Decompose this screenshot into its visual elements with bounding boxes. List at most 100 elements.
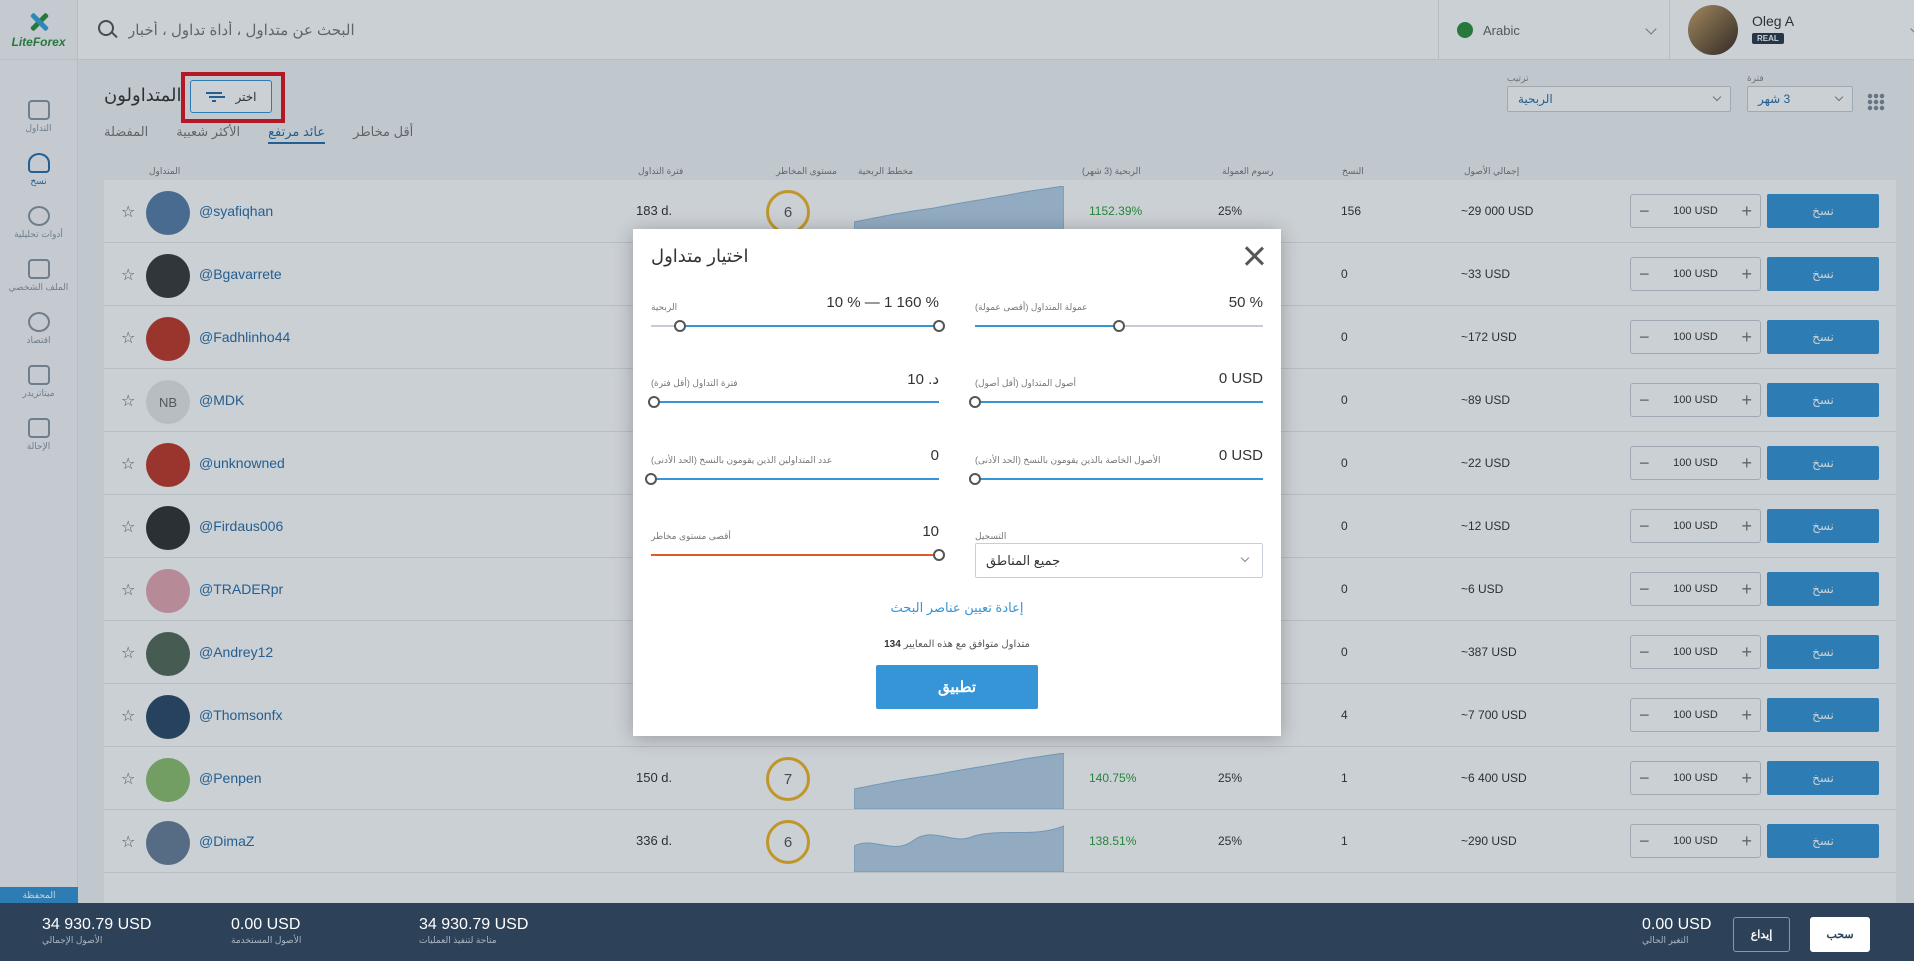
trader-nickname[interactable]: @syafiqhan: [199, 203, 274, 219]
sidebar-item-economy[interactable]: اقتصاد: [0, 302, 77, 355]
region-select[interactable]: جميع المناطق: [975, 543, 1263, 578]
sidebar-item-referral[interactable]: الإحالة: [0, 408, 77, 461]
favorite-star-icon[interactable]: ☆: [121, 771, 136, 788]
amount-stepper[interactable]: −100 USD +: [1630, 446, 1761, 480]
copy-button[interactable]: نسخ: [1767, 635, 1879, 669]
trader-nickname[interactable]: @TRADERpr: [199, 581, 284, 597]
avatar[interactable]: [146, 569, 190, 613]
min-copier-assets-slider[interactable]: [969, 473, 1263, 485]
plus-icon[interactable]: +: [1741, 578, 1752, 599]
reset-filters-link[interactable]: إعادة تعيين عناصر البحث: [890, 600, 1024, 615]
slider-handle[interactable]: [1113, 320, 1125, 332]
max-risk-slider[interactable]: [651, 549, 945, 561]
trader-nickname[interactable]: @Andrey12: [199, 644, 274, 660]
table-row[interactable]: ☆ @DimaZ 336 d. 6 138.51% 25% 1 ~290 USD −100 US…: [104, 810, 1896, 873]
trader-nickname[interactable]: @DimaZ: [199, 833, 255, 849]
tab-high-return[interactable]: عائد مرتفع: [268, 124, 326, 144]
minus-icon[interactable]: −: [1639, 704, 1650, 725]
minus-icon[interactable]: −: [1639, 767, 1650, 788]
col-profit[interactable]: الربحية (3 شهر): [1082, 166, 1141, 176]
trader-nickname[interactable]: @MDK: [199, 392, 245, 408]
favorite-star-icon[interactable]: ☆: [121, 204, 136, 221]
avatar[interactable]: NB: [146, 380, 190, 424]
favorite-star-icon[interactable]: ☆: [121, 519, 136, 536]
plus-icon[interactable]: +: [1741, 641, 1752, 662]
minus-icon[interactable]: −: [1639, 641, 1650, 662]
minus-icon[interactable]: −: [1639, 389, 1650, 410]
favorite-star-icon[interactable]: ☆: [121, 330, 136, 347]
user-menu[interactable]: Oleg A REAL: [1670, 0, 1914, 60]
trader-nickname[interactable]: @unknowned: [199, 455, 285, 471]
minus-icon[interactable]: −: [1639, 452, 1650, 473]
logo[interactable]: LiteForex: [0, 0, 77, 60]
min-copiers-slider[interactable]: [645, 473, 939, 485]
trader-nickname[interactable]: @Firdaus006: [199, 518, 284, 534]
profitability-slider[interactable]: [651, 320, 945, 332]
plus-icon[interactable]: +: [1741, 515, 1752, 536]
sidebar-item-profile[interactable]: الملف الشخصي: [0, 249, 77, 302]
plus-icon[interactable]: +: [1741, 767, 1752, 788]
trader-nickname[interactable]: @Penpen: [199, 770, 262, 786]
filter-button[interactable]: اختر: [190, 80, 272, 113]
avatar[interactable]: [146, 506, 190, 550]
amount-stepper[interactable]: −100 USD +: [1630, 572, 1761, 606]
slider-handle[interactable]: [933, 549, 945, 561]
avatar[interactable]: [146, 695, 190, 739]
apply-button[interactable]: تطبيق: [876, 665, 1038, 709]
avatar[interactable]: [146, 443, 190, 487]
table-row[interactable]: ☆ @Penpen 150 d. 7 140.75% 25% 1 ~6 400 USD −100…: [104, 747, 1896, 810]
amount-stepper[interactable]: −100 USD +: [1630, 824, 1761, 858]
favorite-star-icon[interactable]: ☆: [121, 708, 136, 725]
minus-icon[interactable]: −: [1639, 326, 1650, 347]
copy-button[interactable]: نسخ: [1767, 257, 1879, 291]
amount-stepper[interactable]: −100 USD +: [1630, 194, 1761, 228]
favorite-star-icon[interactable]: ☆: [121, 645, 136, 662]
close-icon[interactable]: [1242, 244, 1266, 268]
copy-button[interactable]: نسخ: [1767, 509, 1879, 543]
amount-stepper[interactable]: −100 USD +: [1630, 509, 1761, 543]
slider-handle[interactable]: [645, 473, 657, 485]
slider-min-handle[interactable]: [673, 320, 686, 332]
table-row[interactable]: ☆ @TRADERpr 0 ~6 USD −100 USD + نسخ: [104, 558, 1896, 621]
trader-nickname[interactable]: @Fadhlinho44: [199, 329, 291, 345]
plus-icon[interactable]: +: [1741, 704, 1752, 725]
slider-handle[interactable]: [647, 396, 660, 408]
amount-stepper[interactable]: −100 USD +: [1630, 698, 1761, 732]
avatar[interactable]: [146, 254, 190, 298]
avatar[interactable]: [146, 821, 190, 865]
copy-button[interactable]: نسخ: [1767, 194, 1879, 228]
avatar[interactable]: [146, 632, 190, 676]
sidebar-item-copy[interactable]: نسخ: [0, 143, 77, 196]
minus-icon[interactable]: −: [1639, 578, 1650, 599]
plus-icon[interactable]: +: [1741, 830, 1752, 851]
avatar[interactable]: [146, 758, 190, 802]
copy-button[interactable]: نسخ: [1767, 824, 1879, 858]
favorite-star-icon[interactable]: ☆: [121, 393, 136, 410]
avatar[interactable]: [146, 317, 190, 361]
language-selector[interactable]: Arabic: [1438, 0, 1670, 60]
amount-stepper[interactable]: −100 USD +: [1630, 635, 1761, 669]
minus-icon[interactable]: −: [1639, 200, 1650, 221]
tab-low-risk[interactable]: أقل مخاطر: [353, 124, 414, 139]
max-fee-slider[interactable]: [975, 320, 1263, 332]
trader-nickname[interactable]: @Bgavarrete: [199, 266, 282, 282]
favorite-star-icon[interactable]: ☆: [121, 582, 136, 599]
withdraw-button[interactable]: سحب: [1810, 917, 1870, 952]
amount-stepper[interactable]: −100 USD +: [1630, 257, 1761, 291]
copy-button[interactable]: نسخ: [1767, 446, 1879, 480]
minus-icon[interactable]: −: [1639, 830, 1650, 851]
amount-stepper[interactable]: −100 USD +: [1630, 320, 1761, 354]
tab-popular[interactable]: الأكثر شعبية: [176, 124, 241, 139]
trader-nickname[interactable]: @Thomsonfx: [199, 707, 283, 723]
plus-icon[interactable]: +: [1741, 200, 1752, 221]
avatar[interactable]: [146, 191, 190, 235]
slider-max-handle[interactable]: [933, 320, 945, 332]
plus-icon[interactable]: +: [1741, 263, 1752, 284]
copy-button[interactable]: نسخ: [1767, 698, 1879, 732]
search-input[interactable]: [126, 14, 726, 46]
sidebar-item-metatrader[interactable]: ميتاتريدر: [0, 355, 77, 408]
min-period-slider[interactable]: [647, 396, 939, 408]
min-assets-slider[interactable]: [969, 396, 1263, 408]
sidebar-item-analytics[interactable]: أدوات تحليلية: [0, 196, 77, 249]
grid-view-icon[interactable]: [1867, 93, 1885, 111]
